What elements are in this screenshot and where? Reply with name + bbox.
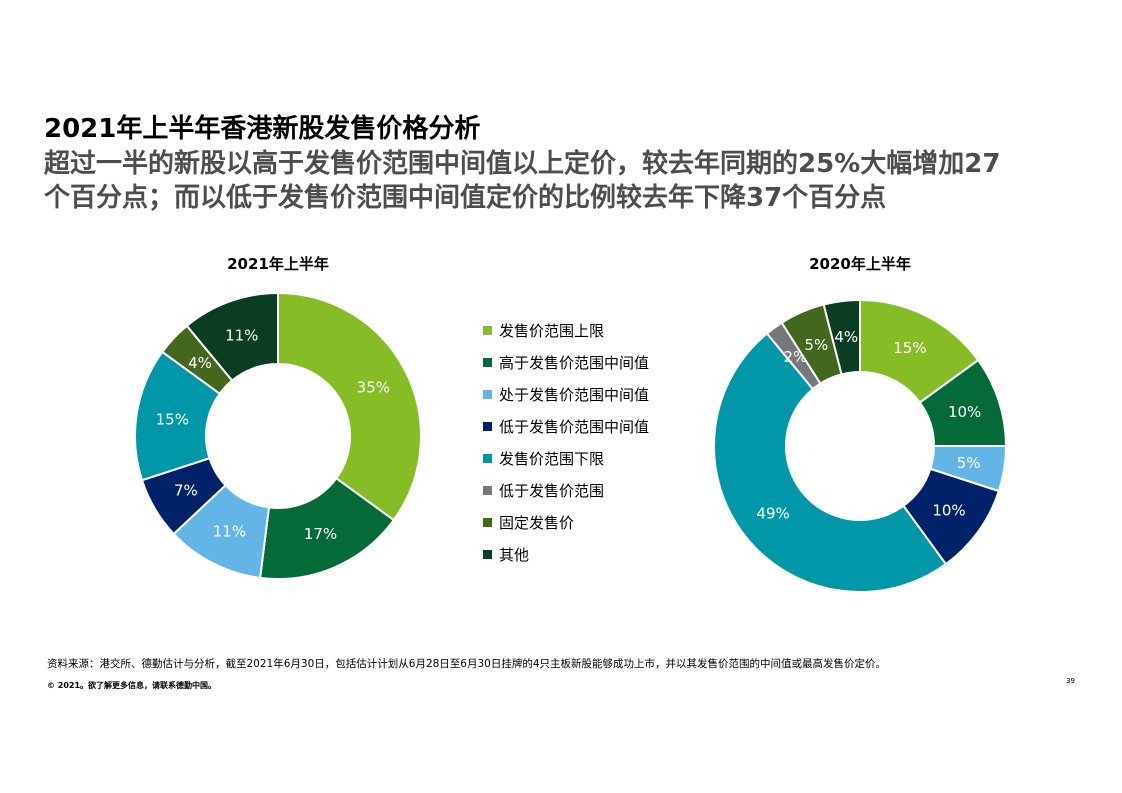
donut-slice — [258, 476, 396, 580]
slice-label: 15% — [893, 339, 926, 357]
legend-item: 发售价范围下限 — [483, 442, 649, 474]
legend-label: 处于发售价范围中间值 — [499, 385, 650, 404]
source-note: 资料来源：港交所、德勤估计与分析，截至2021年6月30日，包括估计计划从6月2… — [47, 658, 887, 670]
legend-item: 发售价范围上限 — [483, 314, 649, 346]
legend-item: 固定发售价 — [483, 506, 649, 538]
chart-title-2020h1: 2020年上半年 — [809, 255, 911, 273]
donut-chart-2021h1: 35% 17% 11% 7% 15% 4% 11% — [134, 291, 422, 580]
legend-item: 高于发售价范围中间值 — [483, 346, 649, 378]
legend-swatch — [483, 485, 492, 495]
donut-slice — [822, 298, 861, 376]
slice-label: 35% — [357, 378, 390, 396]
slice-label: 5% — [804, 336, 828, 354]
slice-label: 10% — [932, 502, 965, 520]
donut-chart-2020h1: 15%10%5%10%49%2%5% 4% — [713, 298, 1008, 593]
legend-item: 其他 — [483, 538, 649, 570]
slice-label: 5% — [957, 454, 981, 472]
subtitle-line-2: 个百分点；而以低于发售价范围中间值定价的比例较去年下降37个百分点 — [44, 183, 887, 213]
legend-swatch — [483, 421, 492, 431]
donut-slice — [277, 291, 422, 522]
copyright-note: © 2021。欲了解更多信息，请联系德勤中国。 — [47, 681, 217, 690]
slice-label: 4% — [834, 328, 858, 346]
slice-label: 7% — [174, 481, 198, 499]
donut-slice — [185, 291, 279, 382]
slice-label: 11% — [213, 522, 246, 540]
legend-swatch — [483, 357, 492, 367]
legend-item: 低于发售价范围中间值 — [483, 410, 649, 442]
legend-swatch — [483, 389, 492, 399]
legend-swatch — [483, 549, 492, 559]
legend-swatch — [483, 325, 492, 335]
legend-label: 低于发售价范围 — [499, 481, 605, 500]
slice-label: 15% — [156, 410, 189, 428]
chart-title-2021h1: 2021年上半年 — [227, 255, 329, 273]
chart-legend: 发售价范围上限高于发售价范围中间值 处于发售价范围中间值 低于发售价范围中间值 发售价… — [483, 314, 649, 570]
slice-label: 17% — [304, 525, 337, 543]
slice-label: 11% — [225, 326, 258, 344]
legend-label: 固定发售价 — [499, 513, 575, 532]
page-title: 2021年上半年香港新股发售价格分析 — [44, 114, 481, 144]
donut-slice — [713, 332, 948, 593]
slice-label: 10% — [948, 403, 981, 421]
legend-label: 发售价范围下限 — [499, 449, 605, 468]
legend-swatch — [483, 517, 492, 527]
page-subtitle: 超过一半的新股以高于发售价范围中间值以上定价，较去年同期的25%大幅增加27 个… — [44, 147, 1000, 215]
page-number: 39 — [1066, 677, 1075, 685]
subtitle-line-1: 超过一半的新股以高于发售价范围中间值以上定价，较去年同期的25%大幅增加27 — [44, 149, 1001, 179]
slice-label: 49% — [756, 504, 789, 522]
legend-label: 低于发售价范围中间值 — [499, 417, 650, 436]
legend-label: 高于发售价范围中间值 — [499, 353, 650, 372]
legend-label: 其他 — [499, 545, 530, 564]
legend-label: 发售价范围上限 — [499, 321, 605, 340]
legend-swatch — [483, 453, 492, 463]
legend-item: 低于发售价范围 — [483, 474, 649, 506]
slice-label: 4% — [188, 354, 212, 372]
legend-item: 处于发售价范围中间值 — [483, 378, 649, 410]
